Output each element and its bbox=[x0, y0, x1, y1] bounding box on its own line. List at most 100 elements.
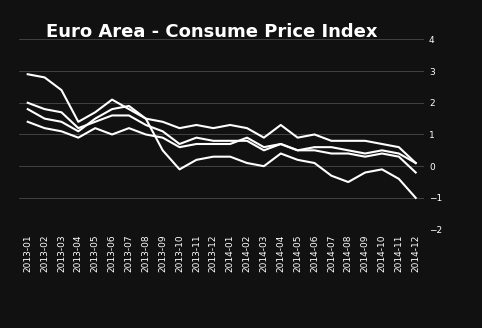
FR bbox=[345, 148, 351, 152]
FR bbox=[328, 145, 334, 149]
Text: Euro Area - Consume Price Index: Euro Area - Consume Price Index bbox=[46, 23, 378, 41]
ES bbox=[362, 171, 368, 174]
ES bbox=[143, 117, 148, 121]
DE bbox=[109, 107, 115, 111]
ES bbox=[176, 167, 182, 171]
Area Euro bbox=[278, 142, 283, 146]
FR bbox=[176, 145, 182, 149]
Area Euro bbox=[176, 142, 182, 146]
ES bbox=[295, 158, 300, 162]
DE bbox=[295, 136, 300, 140]
FR bbox=[261, 145, 267, 149]
Area Euro bbox=[75, 126, 81, 130]
DE bbox=[126, 104, 132, 108]
ES bbox=[210, 155, 216, 159]
ES bbox=[379, 167, 385, 171]
DE bbox=[59, 120, 65, 124]
DE bbox=[75, 129, 81, 133]
ES bbox=[75, 120, 81, 124]
ES bbox=[413, 196, 418, 200]
Area Euro bbox=[92, 120, 98, 124]
FR bbox=[25, 120, 31, 124]
Area Euro bbox=[25, 101, 31, 105]
FR bbox=[126, 126, 132, 130]
Area Euro bbox=[295, 148, 300, 152]
FR bbox=[244, 136, 250, 140]
FR bbox=[193, 142, 200, 146]
FR bbox=[362, 152, 368, 155]
DE bbox=[143, 117, 148, 121]
DE bbox=[92, 117, 98, 121]
ES bbox=[126, 107, 132, 111]
FR bbox=[413, 161, 418, 165]
Line: DE: DE bbox=[28, 106, 415, 163]
Area Euro bbox=[126, 113, 132, 117]
Line: Area Euro: Area Euro bbox=[28, 103, 415, 173]
ES bbox=[396, 177, 402, 181]
Area Euro bbox=[109, 113, 115, 117]
ES bbox=[345, 180, 351, 184]
ES bbox=[59, 88, 65, 92]
FR bbox=[278, 142, 283, 146]
Area Euro bbox=[379, 152, 385, 155]
DE bbox=[379, 142, 385, 146]
FR bbox=[295, 148, 300, 152]
Area Euro bbox=[210, 139, 216, 143]
ES bbox=[244, 161, 250, 165]
ES bbox=[328, 174, 334, 178]
Area Euro bbox=[413, 171, 418, 174]
FR bbox=[227, 142, 233, 146]
ES bbox=[160, 148, 166, 152]
ES bbox=[41, 75, 47, 79]
Area Euro bbox=[193, 136, 200, 140]
DE bbox=[41, 117, 47, 121]
FR bbox=[109, 133, 115, 136]
ES bbox=[92, 110, 98, 114]
ES bbox=[25, 72, 31, 76]
DE bbox=[261, 136, 267, 140]
ES bbox=[278, 152, 283, 155]
ES bbox=[311, 161, 317, 165]
DE bbox=[193, 123, 200, 127]
Area Euro bbox=[345, 152, 351, 155]
FR bbox=[311, 145, 317, 149]
DE bbox=[311, 133, 317, 136]
ES bbox=[109, 98, 115, 102]
DE bbox=[413, 161, 418, 165]
FR bbox=[75, 136, 81, 140]
Area Euro bbox=[244, 139, 250, 143]
Area Euro bbox=[41, 107, 47, 111]
FR bbox=[396, 152, 402, 155]
Area Euro bbox=[261, 148, 267, 152]
FR bbox=[160, 136, 166, 140]
DE bbox=[160, 120, 166, 124]
DE bbox=[345, 139, 351, 143]
Area Euro bbox=[362, 155, 368, 159]
DE bbox=[176, 126, 182, 130]
FR bbox=[41, 126, 47, 130]
FR bbox=[143, 133, 148, 136]
DE bbox=[227, 123, 233, 127]
Area Euro bbox=[160, 129, 166, 133]
Area Euro bbox=[59, 110, 65, 114]
DE bbox=[244, 126, 250, 130]
Line: ES: ES bbox=[28, 74, 415, 198]
DE bbox=[278, 123, 283, 127]
DE bbox=[328, 139, 334, 143]
Area Euro bbox=[311, 148, 317, 152]
FR bbox=[92, 126, 98, 130]
FR bbox=[59, 129, 65, 133]
ES bbox=[227, 155, 233, 159]
ES bbox=[193, 158, 200, 162]
DE bbox=[396, 145, 402, 149]
Area Euro bbox=[227, 139, 233, 143]
DE bbox=[210, 126, 216, 130]
DE bbox=[25, 107, 31, 111]
ES bbox=[261, 164, 267, 168]
Line: FR: FR bbox=[28, 122, 415, 163]
FR bbox=[379, 148, 385, 152]
Area Euro bbox=[328, 152, 334, 155]
Area Euro bbox=[396, 155, 402, 159]
FR bbox=[210, 142, 216, 146]
DE bbox=[362, 139, 368, 143]
